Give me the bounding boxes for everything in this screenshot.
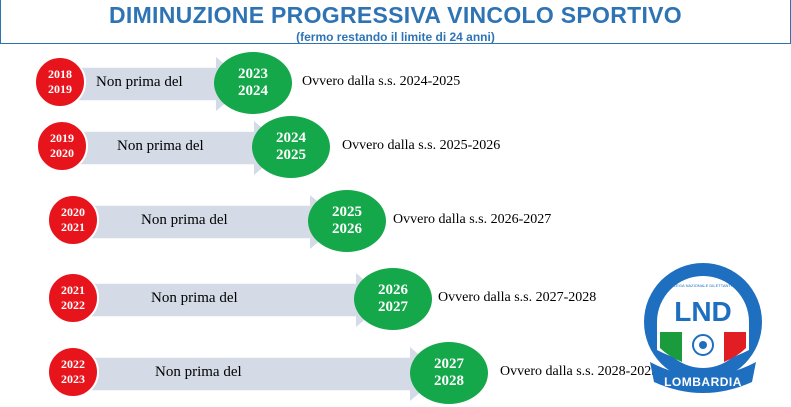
from-year-a: 2021 xyxy=(61,283,85,297)
arrow-label: Non prima del xyxy=(155,364,242,380)
from-years-badge: 2019 2020 xyxy=(36,120,88,172)
page-title: DIMINUZIONE PROGRESSIVA VINCOLO SPORTIVO xyxy=(109,2,682,28)
timeline-row-2: Non prima del 2019 2020 2024 2025 Ovvero… xyxy=(0,116,791,180)
to-years-badge: 2023 2024 xyxy=(214,52,292,114)
from-year-a: 2020 xyxy=(61,205,85,219)
to-year-a: 2027 xyxy=(434,356,464,372)
from-years-badge: 2022 2023 xyxy=(47,346,99,398)
to-year-a: 2026 xyxy=(378,282,408,298)
from-year-a: 2022 xyxy=(61,357,85,371)
to-year-b: 2026 xyxy=(332,221,362,237)
logo-text-main: LND xyxy=(674,296,732,327)
timeline-row-3: Non prima del 2020 2021 2025 2026 Ovvero… xyxy=(0,190,791,254)
from-year-b: 2020 xyxy=(50,146,74,160)
to-years-badge: 2024 2025 xyxy=(252,116,330,178)
timeline-row-1: Non prima del 2018 2019 2023 2024 Ovvero… xyxy=(0,52,791,116)
season-note: Ovvero dalla s.s. 2026-2027 xyxy=(393,212,552,227)
season-note: Ovvero dalla s.s. 2028-2029 xyxy=(500,364,659,379)
to-year-b: 2028 xyxy=(434,373,464,389)
arrow-label: Non prima del xyxy=(151,290,238,306)
arrow-shape xyxy=(70,347,442,401)
arrow-label: Non prima del xyxy=(96,74,183,90)
from-year-b: 2022 xyxy=(61,298,85,312)
logo-text-bottom: LOMBARDIA xyxy=(664,375,742,389)
to-year-b: 2025 xyxy=(276,147,306,163)
from-year-a: 2018 xyxy=(48,67,72,81)
lnd-lombardia-logo: LND LEGA NAZIONALE DILETTANTI LOMBARDIA xyxy=(642,262,764,400)
logo-graphic xyxy=(644,263,762,393)
season-note: Ovvero dalla s.s. 2025-2026 xyxy=(342,138,501,153)
to-year-a: 2023 xyxy=(238,66,268,82)
from-year-b: 2019 xyxy=(48,82,72,96)
frame-left-border xyxy=(0,0,1,44)
to-year-b: 2024 xyxy=(238,83,268,99)
from-years-badge: 2021 2022 xyxy=(47,272,99,324)
logo-text-ring: LEGA NAZIONALE DILETTANTI xyxy=(674,283,732,288)
season-note: Ovvero dalla s.s. 2027-2028 xyxy=(438,290,597,305)
header-divider xyxy=(0,43,791,44)
arrow-label: Non prima del xyxy=(117,138,204,154)
to-year-a: 2025 xyxy=(332,204,362,220)
to-years-badge: 2027 2028 xyxy=(410,342,488,404)
from-year-b: 2023 xyxy=(61,372,85,386)
timeline-row-5: Non prima del 2022 2023 2027 2028 Ovvero… xyxy=(0,342,791,406)
to-years-badge: 2026 2027 xyxy=(354,268,432,330)
from-years-badge: 2018 2019 xyxy=(34,56,86,108)
from-year-a: 2019 xyxy=(50,131,74,145)
page-subtitle: (fermo restando il limite di 24 anni) xyxy=(296,30,495,44)
from-years-badge: 2020 2021 xyxy=(47,194,99,246)
to-year-b: 2027 xyxy=(378,299,408,315)
from-year-b: 2021 xyxy=(61,220,85,234)
timeline-row-4: Non prima del 2021 2022 2026 2027 Ovvero… xyxy=(0,268,791,332)
to-year-a: 2024 xyxy=(276,130,306,146)
arrow-label: Non prima del xyxy=(141,212,228,228)
season-note: Ovvero dalla s.s. 2024-2025 xyxy=(302,74,461,89)
to-years-badge: 2025 2026 xyxy=(308,190,386,252)
